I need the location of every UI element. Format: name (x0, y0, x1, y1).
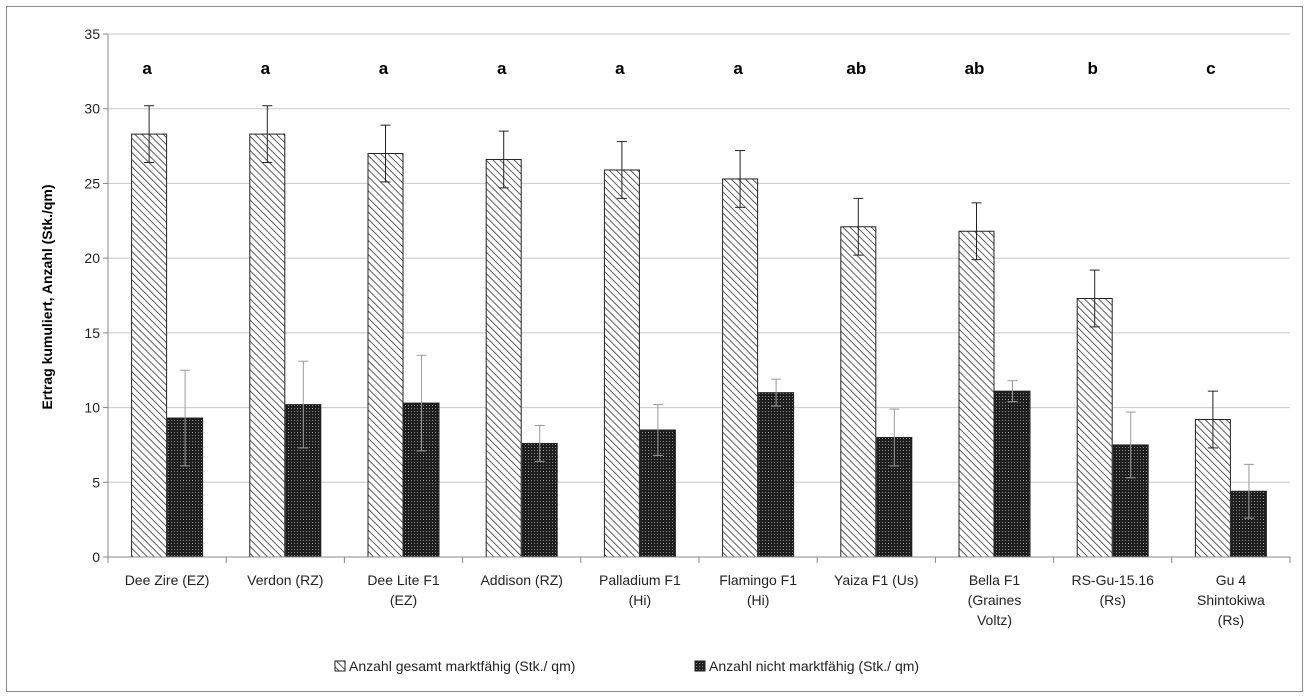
significance-letter: a (733, 59, 743, 78)
error-bar (180, 369, 191, 467)
error-bar (853, 197, 864, 256)
y-tick-label: 30 (84, 101, 100, 117)
error-bar (298, 360, 309, 449)
error-bar (1243, 463, 1254, 519)
bar-series-1 (1076, 297, 1113, 558)
error-bar (144, 105, 155, 164)
x-tick-label: Dee Zire (EZ) (125, 572, 210, 588)
y-tick-label: 5 (92, 474, 100, 490)
legend-swatch-1 (334, 660, 346, 672)
error-bar (652, 404, 663, 456)
x-tick-label: Flamingo F1 (Hi) (719, 572, 797, 608)
x-tick-label: Addison (RZ) (480, 572, 562, 588)
y-tick-label: 15 (84, 325, 100, 341)
error-bar (498, 130, 509, 189)
y-tick-label: 10 (84, 400, 100, 416)
legend-label-2: Anzahl nicht marktfähig (Stk./ qm) (709, 658, 919, 674)
labels: a Dee Zire (EZ) a Verdon (RZ) a Dee Lite F1 (E… (125, 59, 1265, 628)
significance-letter: a (379, 59, 389, 78)
y-tick-label: 35 (84, 26, 100, 42)
significance-letter: c (1206, 59, 1215, 78)
significance-letter: a (261, 59, 271, 78)
bar-series-1 (249, 133, 286, 558)
error-bar (534, 425, 545, 462)
bars (131, 105, 1267, 558)
error-bar (771, 378, 782, 407)
error-bar (1089, 269, 1100, 328)
x-tick-label: Palladium F1 (Hi) (599, 572, 681, 608)
error-bar (262, 105, 273, 164)
bar-series-1 (131, 133, 168, 558)
x-tick-label: Dee Lite F1 (EZ) (367, 572, 440, 608)
bar-series-1 (840, 226, 877, 558)
x-tick-label: Gu 4 Shintokiwa (Rs) (1197, 572, 1265, 628)
bar-series-2 (758, 392, 795, 558)
significance-letter: b (1088, 59, 1098, 78)
significance-letter: a (497, 59, 507, 78)
significance-letter: ab (965, 59, 985, 78)
y-tick-label: 20 (84, 250, 100, 266)
error-bar (416, 354, 427, 452)
bar-series-1 (958, 230, 995, 558)
error-bar (380, 124, 391, 183)
error-bar (889, 408, 900, 467)
error-bar (1125, 411, 1136, 479)
bar-series-1 (603, 169, 640, 558)
y-axis-title: Ertrag kumuliert, Anzahl (Stk./qm) (39, 184, 55, 409)
bar-series-1 (722, 178, 759, 558)
legend-swatch-2 (694, 660, 706, 672)
error-bar (616, 141, 627, 199)
legend: Anzahl gesamt marktfähig (Stk./ qm) Anzah… (334, 658, 919, 674)
error-bar (1007, 380, 1018, 403)
y-tick-label: 25 (84, 175, 100, 191)
y-tick-label: 0 (92, 549, 100, 565)
axes: 0 5 10 15 20 25 30 35 (84, 26, 1291, 565)
x-tick-label: RS-Gu-15.16 (Rs) (1071, 572, 1154, 608)
significance-letter: a (615, 59, 625, 78)
x-tick-label: Yaiza F1 (Us) (834, 572, 919, 588)
bar-series-2 (521, 442, 558, 558)
error-bar (971, 202, 982, 261)
bar-series-1 (485, 159, 522, 558)
bar-series-1 (367, 153, 404, 558)
bar-series-2 (994, 390, 1031, 558)
error-bar (1207, 390, 1218, 449)
x-tick-label: Bella F1 (Graines Voltz) (968, 572, 1022, 628)
legend-label-1: Anzahl gesamt marktfähig (Stk./ qm) (349, 658, 575, 674)
significance-letter: a (142, 59, 152, 78)
significance-letter: ab (846, 59, 866, 78)
x-tick-label: Verdon (RZ) (247, 572, 323, 588)
error-bar (735, 150, 746, 208)
